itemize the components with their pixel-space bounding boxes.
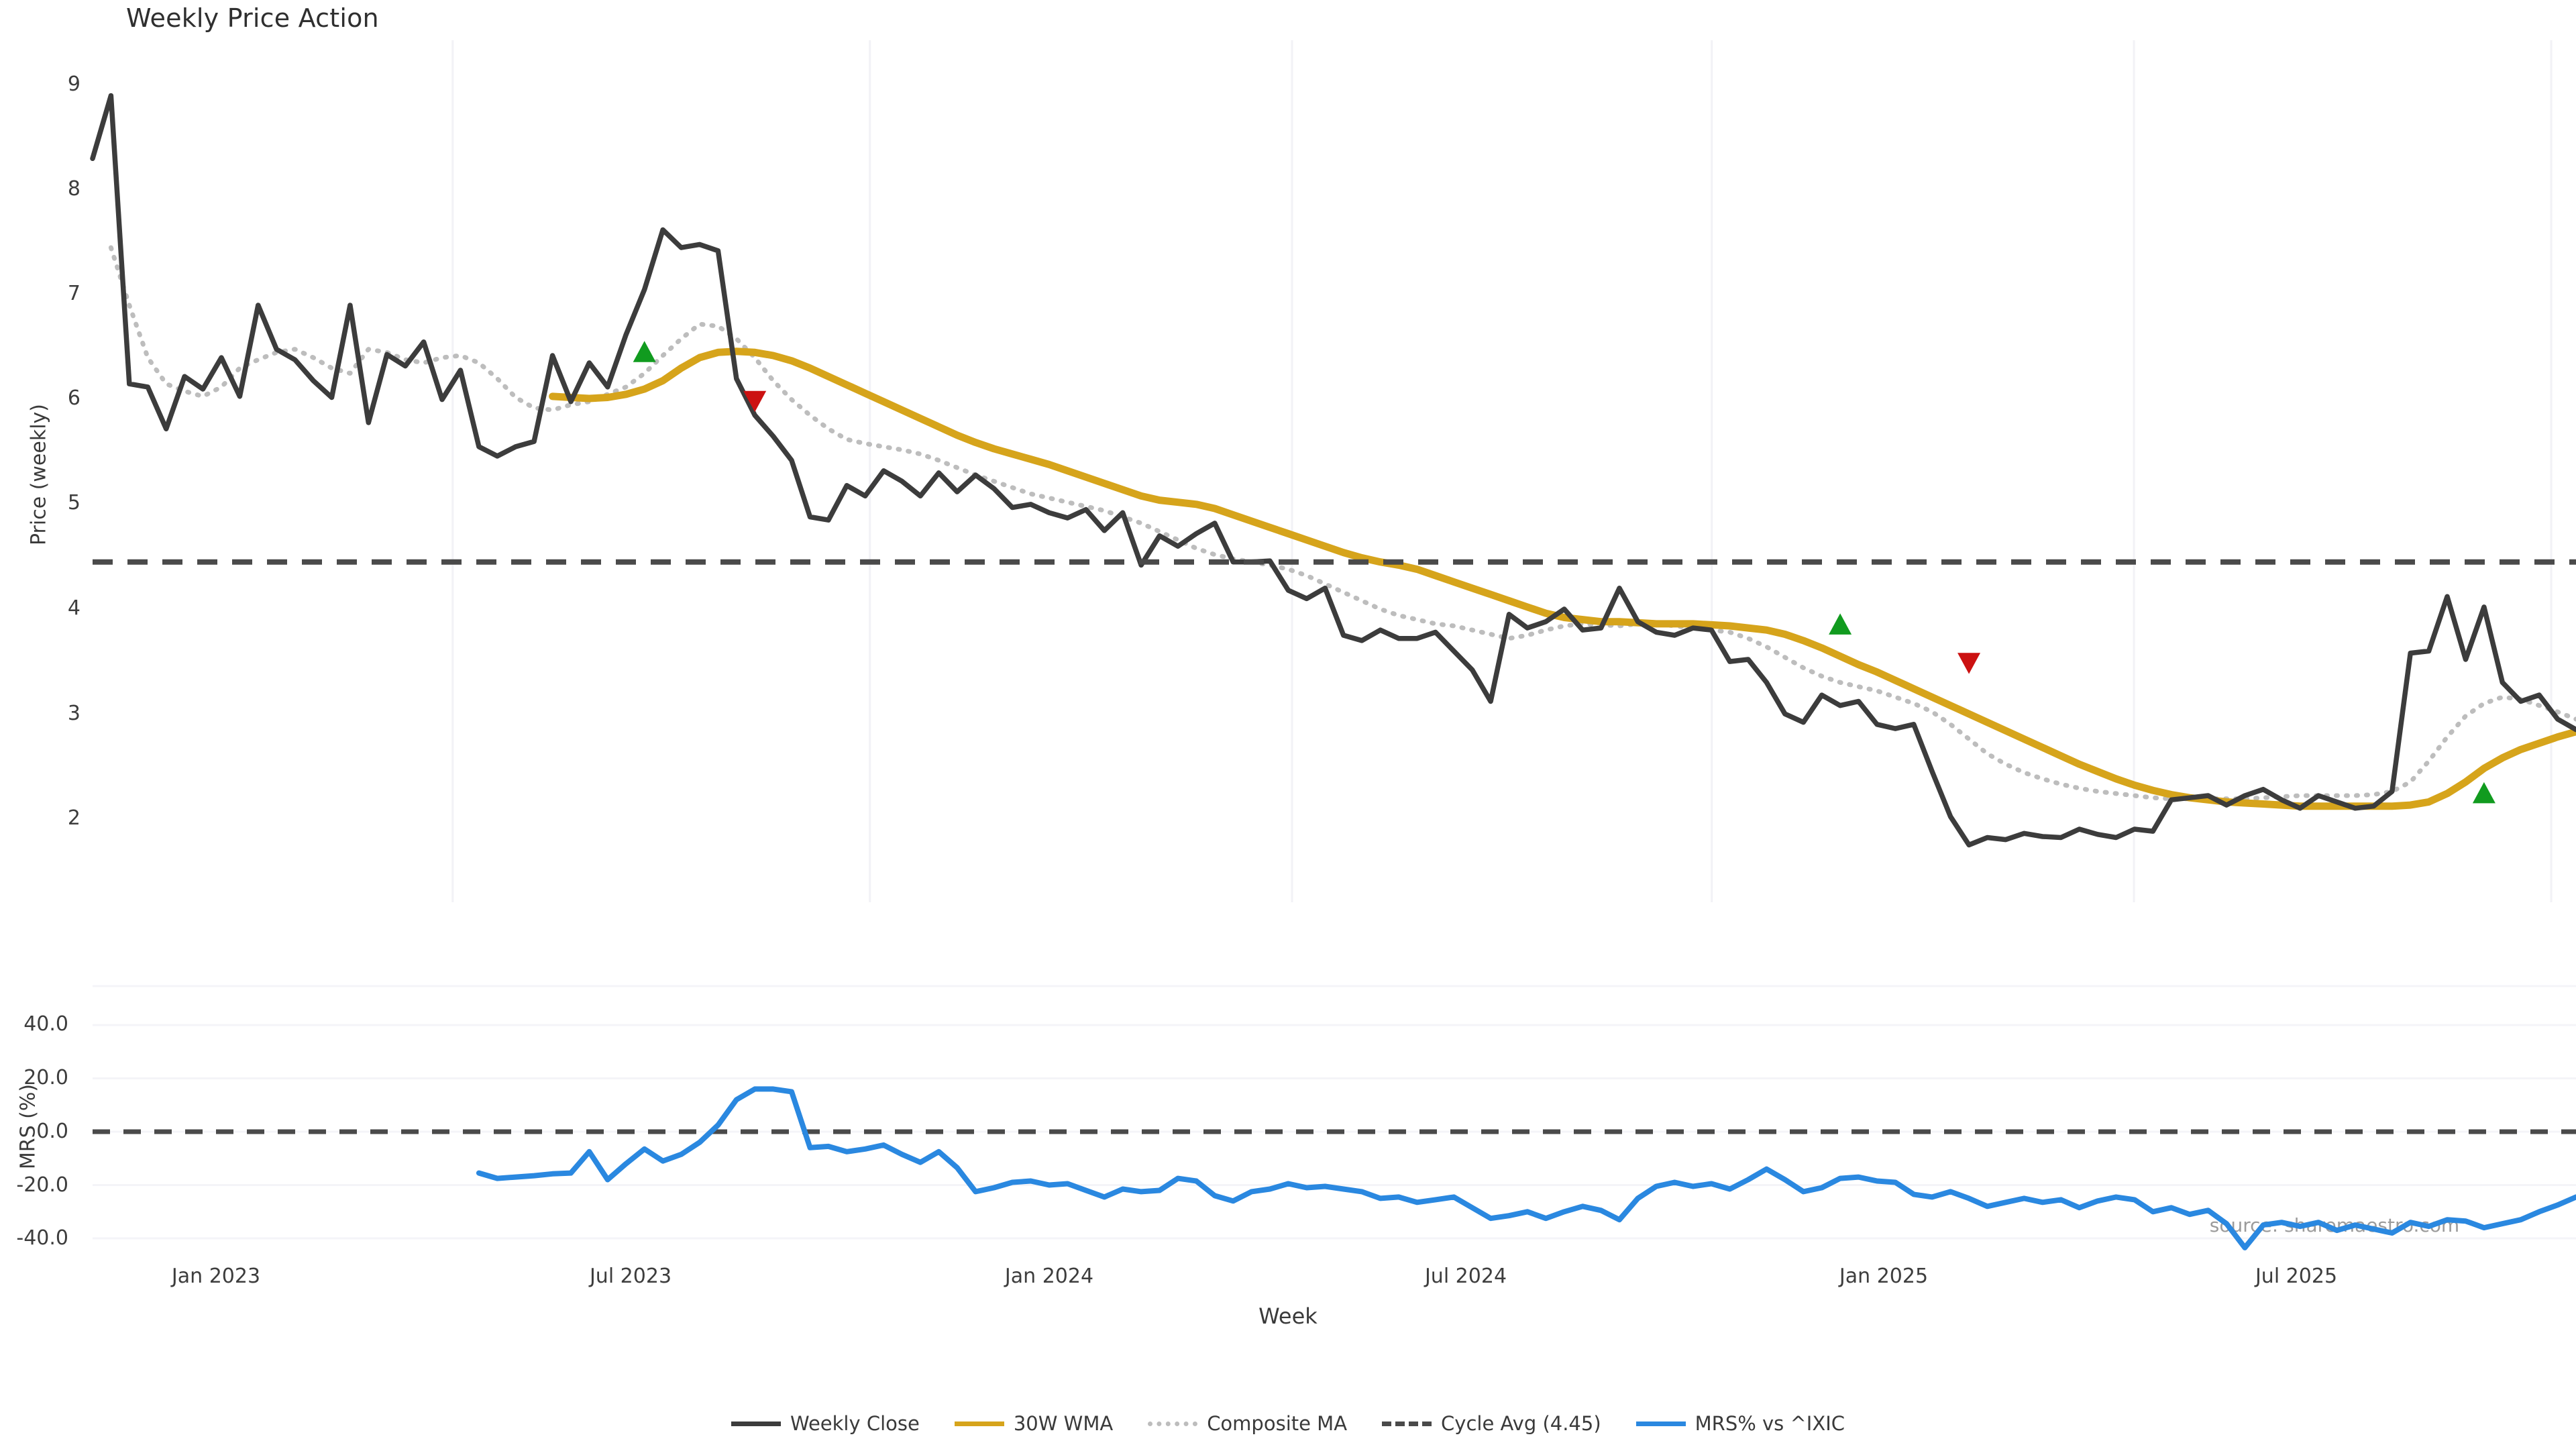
x-axis-label: Week [1258, 1303, 1318, 1329]
chart-title: Weekly Price Action [126, 3, 379, 33]
wma-30w-line [549, 347, 2576, 810]
legend-item-composite-ma[interactable]: Composite MA [1148, 1412, 1347, 1435]
weekly-close-line [90, 93, 2576, 848]
chart-legend: Weekly Close 30W WMA Composite MA Cycle … [0, 1412, 2576, 1435]
legend-swatch-mrs [1635, 1421, 1686, 1426]
legend-swatch-30w-wma [954, 1421, 1004, 1426]
price-ytick-6: 6 [67, 386, 80, 410]
mrs-ytick-40: 40.0 [23, 1012, 68, 1036]
legend-item-cycle-avg[interactable]: Cycle Avg (4.45) [1382, 1412, 1601, 1435]
legend-item-weekly-close[interactable]: Weekly Close [731, 1412, 920, 1435]
price-ytick-4: 4 [67, 596, 80, 620]
price-ytick-2: 2 [67, 806, 80, 830]
mrs-ytick-n20: -20.0 [16, 1173, 68, 1197]
xtick-jul-2024: Jul 2024 [1424, 1265, 1507, 1288]
price-ytick-7: 7 [67, 282, 80, 305]
legend-label-composite-ma: Composite MA [1207, 1412, 1348, 1435]
legend-label-cycle-avg: Cycle Avg (4.45) [1441, 1412, 1601, 1435]
xtick-jan-2023: Jan 2023 [171, 1265, 261, 1288]
xtick-jul-2025: Jul 2025 [2255, 1265, 2338, 1288]
legend-label-mrs: MRS% vs ^IXIC [1695, 1412, 1845, 1435]
legend-item-mrs[interactable]: MRS% vs ^IXIC [1635, 1412, 1845, 1435]
legend-item-30w-wma[interactable]: 30W WMA [954, 1412, 1114, 1435]
xtick-jan-2024: Jan 2024 [1004, 1265, 1094, 1288]
price-ytick-5: 5 [67, 491, 80, 515]
legend-swatch-composite-ma [1148, 1421, 1198, 1426]
legend-swatch-weekly-close [731, 1421, 781, 1426]
composite-ma-line [108, 245, 2576, 802]
mrs-ytick-0: 0.0 [36, 1120, 68, 1143]
sell-marker-1[interactable] [743, 390, 767, 413]
xtick-jan-2025: Jan 2025 [1839, 1265, 1929, 1288]
xtick-jul-2023: Jul 2023 [589, 1265, 672, 1288]
mrs-line [476, 1086, 2576, 1250]
buy-marker-0[interactable] [633, 341, 656, 362]
mrs-ytick-20: 20.0 [23, 1066, 68, 1089]
mrs-ytick-n40: -40.0 [16, 1226, 68, 1250]
price-ytick-3: 3 [67, 702, 80, 725]
price-ytick-8: 8 [67, 177, 80, 201]
buy-marker-2[interactable] [1829, 613, 1852, 635]
buy-marker-4[interactable] [2472, 782, 2496, 804]
legend-label-weekly-close: Weekly Close [790, 1412, 920, 1435]
sell-marker-3[interactable] [1957, 653, 1981, 674]
price-ytick-9: 9 [67, 72, 80, 96]
legend-swatch-cycle-avg [1382, 1421, 1432, 1426]
legend-label-30w-wma: 30W WMA [1013, 1412, 1114, 1435]
